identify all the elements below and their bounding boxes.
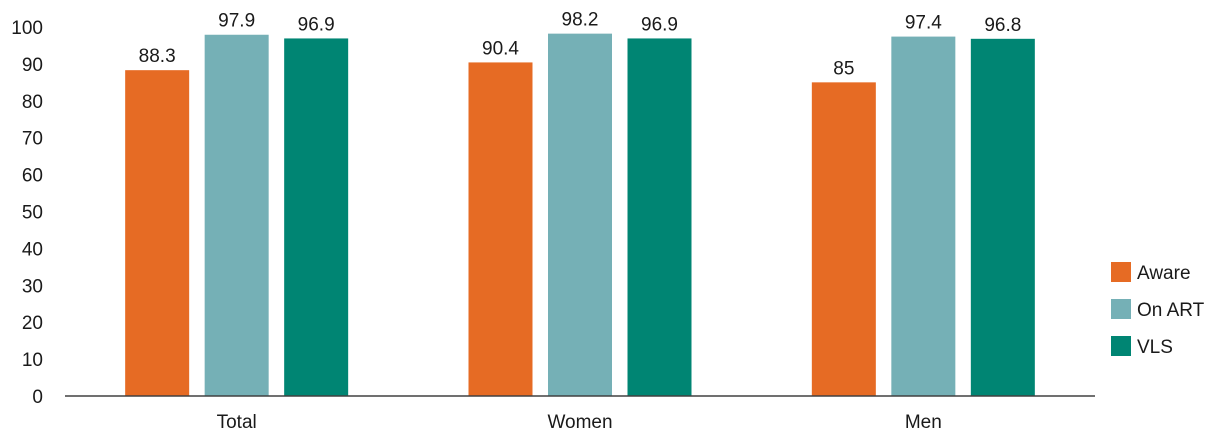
bar-vls-men xyxy=(970,38,1035,397)
x-category-label: Total xyxy=(217,412,257,433)
y-tick-label: 90 xyxy=(22,55,43,76)
legend-swatch xyxy=(1111,262,1131,282)
data-label: 98.2 xyxy=(562,10,599,31)
legend-label: Aware xyxy=(1137,263,1191,284)
bars xyxy=(125,33,1035,397)
data-label: 90.4 xyxy=(482,38,519,59)
bar-vls-women xyxy=(627,38,692,397)
data-label: 85 xyxy=(833,58,854,79)
bar-on-art-total xyxy=(204,34,269,397)
bar-aware-women xyxy=(468,62,533,396)
y-tick-label: 40 xyxy=(22,239,43,260)
data-label: 88.3 xyxy=(139,46,176,67)
data-label: 96.8 xyxy=(984,15,1021,36)
data-label: 96.9 xyxy=(641,14,678,35)
y-tick-label: 50 xyxy=(22,203,43,224)
x-category-label: Women xyxy=(547,412,612,433)
legend-label: On ART xyxy=(1137,300,1205,321)
legend: Aware On ART VLS xyxy=(1111,262,1205,358)
y-tick-label: 20 xyxy=(22,313,43,334)
data-label: 97.9 xyxy=(218,11,255,32)
data-labels: 88.3 97.9 96.9 90.4 98.2 96.9 85 97.4 96.8 xyxy=(139,10,1022,80)
x-axis: Total Women Men xyxy=(217,412,942,433)
data-label: 96.9 xyxy=(298,14,335,35)
y-axis: 0 10 20 30 40 50 60 70 80 90 100 xyxy=(11,18,43,408)
bar-aware-total xyxy=(125,70,190,396)
x-category-label: Men xyxy=(905,412,942,433)
y-tick-label: 30 xyxy=(22,276,43,297)
data-label: 97.4 xyxy=(905,13,942,34)
legend-label: VLS xyxy=(1137,337,1173,358)
bar-on-art-women xyxy=(548,33,612,396)
y-tick-label: 10 xyxy=(22,350,43,371)
bar-aware-men xyxy=(811,82,876,396)
y-tick-label: 80 xyxy=(22,92,43,113)
legend-swatch xyxy=(1111,336,1131,356)
y-tick-label: 70 xyxy=(22,129,43,150)
y-tick-label: 100 xyxy=(11,18,43,39)
y-tick-label: 0 xyxy=(32,387,43,408)
bar-vls-total xyxy=(284,38,349,397)
bar-on-art-men xyxy=(891,36,956,397)
y-tick-label: 60 xyxy=(22,166,43,187)
legend-swatch xyxy=(1111,299,1131,319)
